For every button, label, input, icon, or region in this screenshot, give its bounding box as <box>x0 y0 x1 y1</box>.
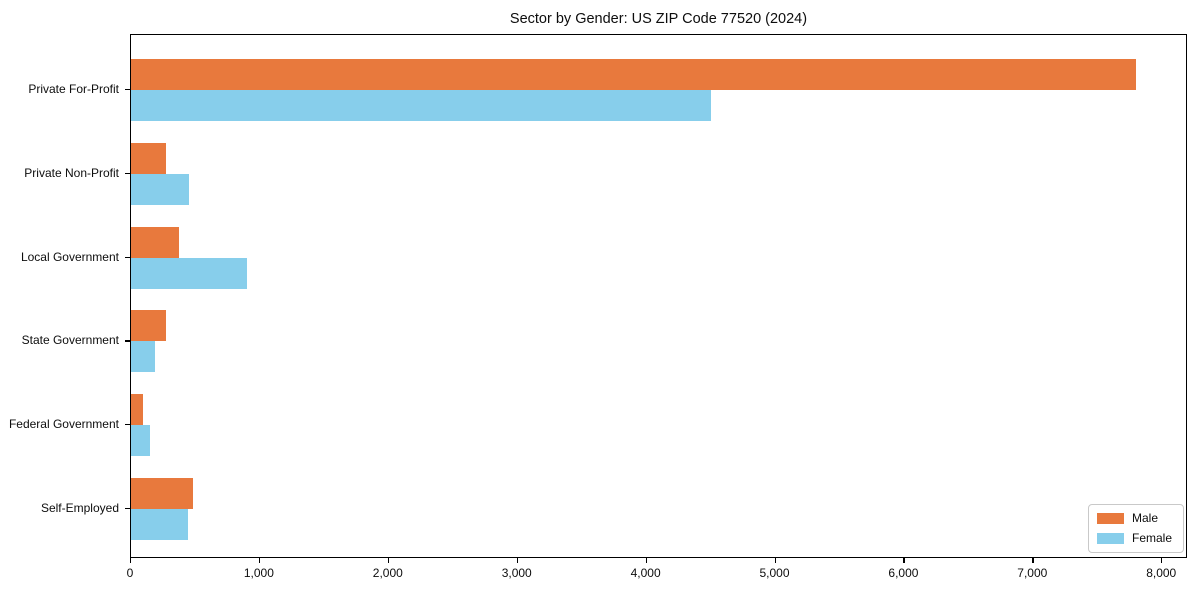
x-tick <box>774 558 776 563</box>
y-tick <box>125 89 130 91</box>
x-tick <box>387 558 389 563</box>
bar-female-5 <box>131 509 188 540</box>
y-tick-label: State Government <box>21 333 119 348</box>
legend-swatch-female <box>1097 533 1124 544</box>
y-tick-label: Private Non-Profit <box>24 165 119 180</box>
y-tick <box>125 172 130 174</box>
bar-female-2 <box>131 257 247 289</box>
legend-label-male: Male <box>1132 511 1159 525</box>
y-tick-label: Self-Employed <box>40 501 119 515</box>
x-tick-label: 6,000 <box>888 566 919 580</box>
x-tick <box>1032 558 1034 563</box>
legend-entry-male: Male <box>1097 512 1173 525</box>
x-tick-label: 4,000 <box>630 566 661 580</box>
bar-male-1 <box>131 142 166 174</box>
bar-female-3 <box>131 341 156 373</box>
x-tick <box>516 558 518 563</box>
x-tick <box>645 558 647 563</box>
y-tick-label: Private For-Profit <box>28 82 119 96</box>
plot-area <box>130 34 1187 558</box>
x-tick <box>903 558 905 563</box>
bar-male-3 <box>131 310 167 342</box>
x-tick-label: 5,000 <box>759 566 790 580</box>
y-tick <box>125 256 130 258</box>
y-tick <box>125 340 130 342</box>
x-tick-label: 7,000 <box>1017 566 1048 580</box>
legend-entry-female: Female <box>1097 532 1173 545</box>
y-tick <box>125 508 130 510</box>
bar-male-4 <box>131 394 143 426</box>
x-tick <box>1161 558 1163 563</box>
x-tick-label: 3,000 <box>501 566 532 580</box>
bar-female-4 <box>131 425 151 457</box>
y-tick-label: Federal Government <box>8 417 119 432</box>
bar-male-2 <box>131 226 180 258</box>
y-tick-label: Local Government <box>20 249 119 264</box>
bar-female-1 <box>131 173 189 205</box>
x-tick-label: 8,000 <box>1146 566 1177 580</box>
bar-female-0 <box>131 90 712 121</box>
bar-male-5 <box>131 478 193 509</box>
bar-male-0 <box>131 59 1137 90</box>
legend-swatch-male <box>1097 513 1124 524</box>
x-tick-label: 2,000 <box>372 566 403 580</box>
legend: Male Female <box>1088 504 1184 553</box>
x-tick-label: 1,000 <box>243 566 274 580</box>
x-tick-label: 0 <box>126 566 134 580</box>
y-tick <box>125 424 130 426</box>
chart-title: Sector by Gender: US ZIP Code 77520 (202… <box>509 11 808 27</box>
x-tick <box>130 558 132 563</box>
legend-label-female: Female <box>1132 531 1173 545</box>
x-tick <box>258 558 261 563</box>
